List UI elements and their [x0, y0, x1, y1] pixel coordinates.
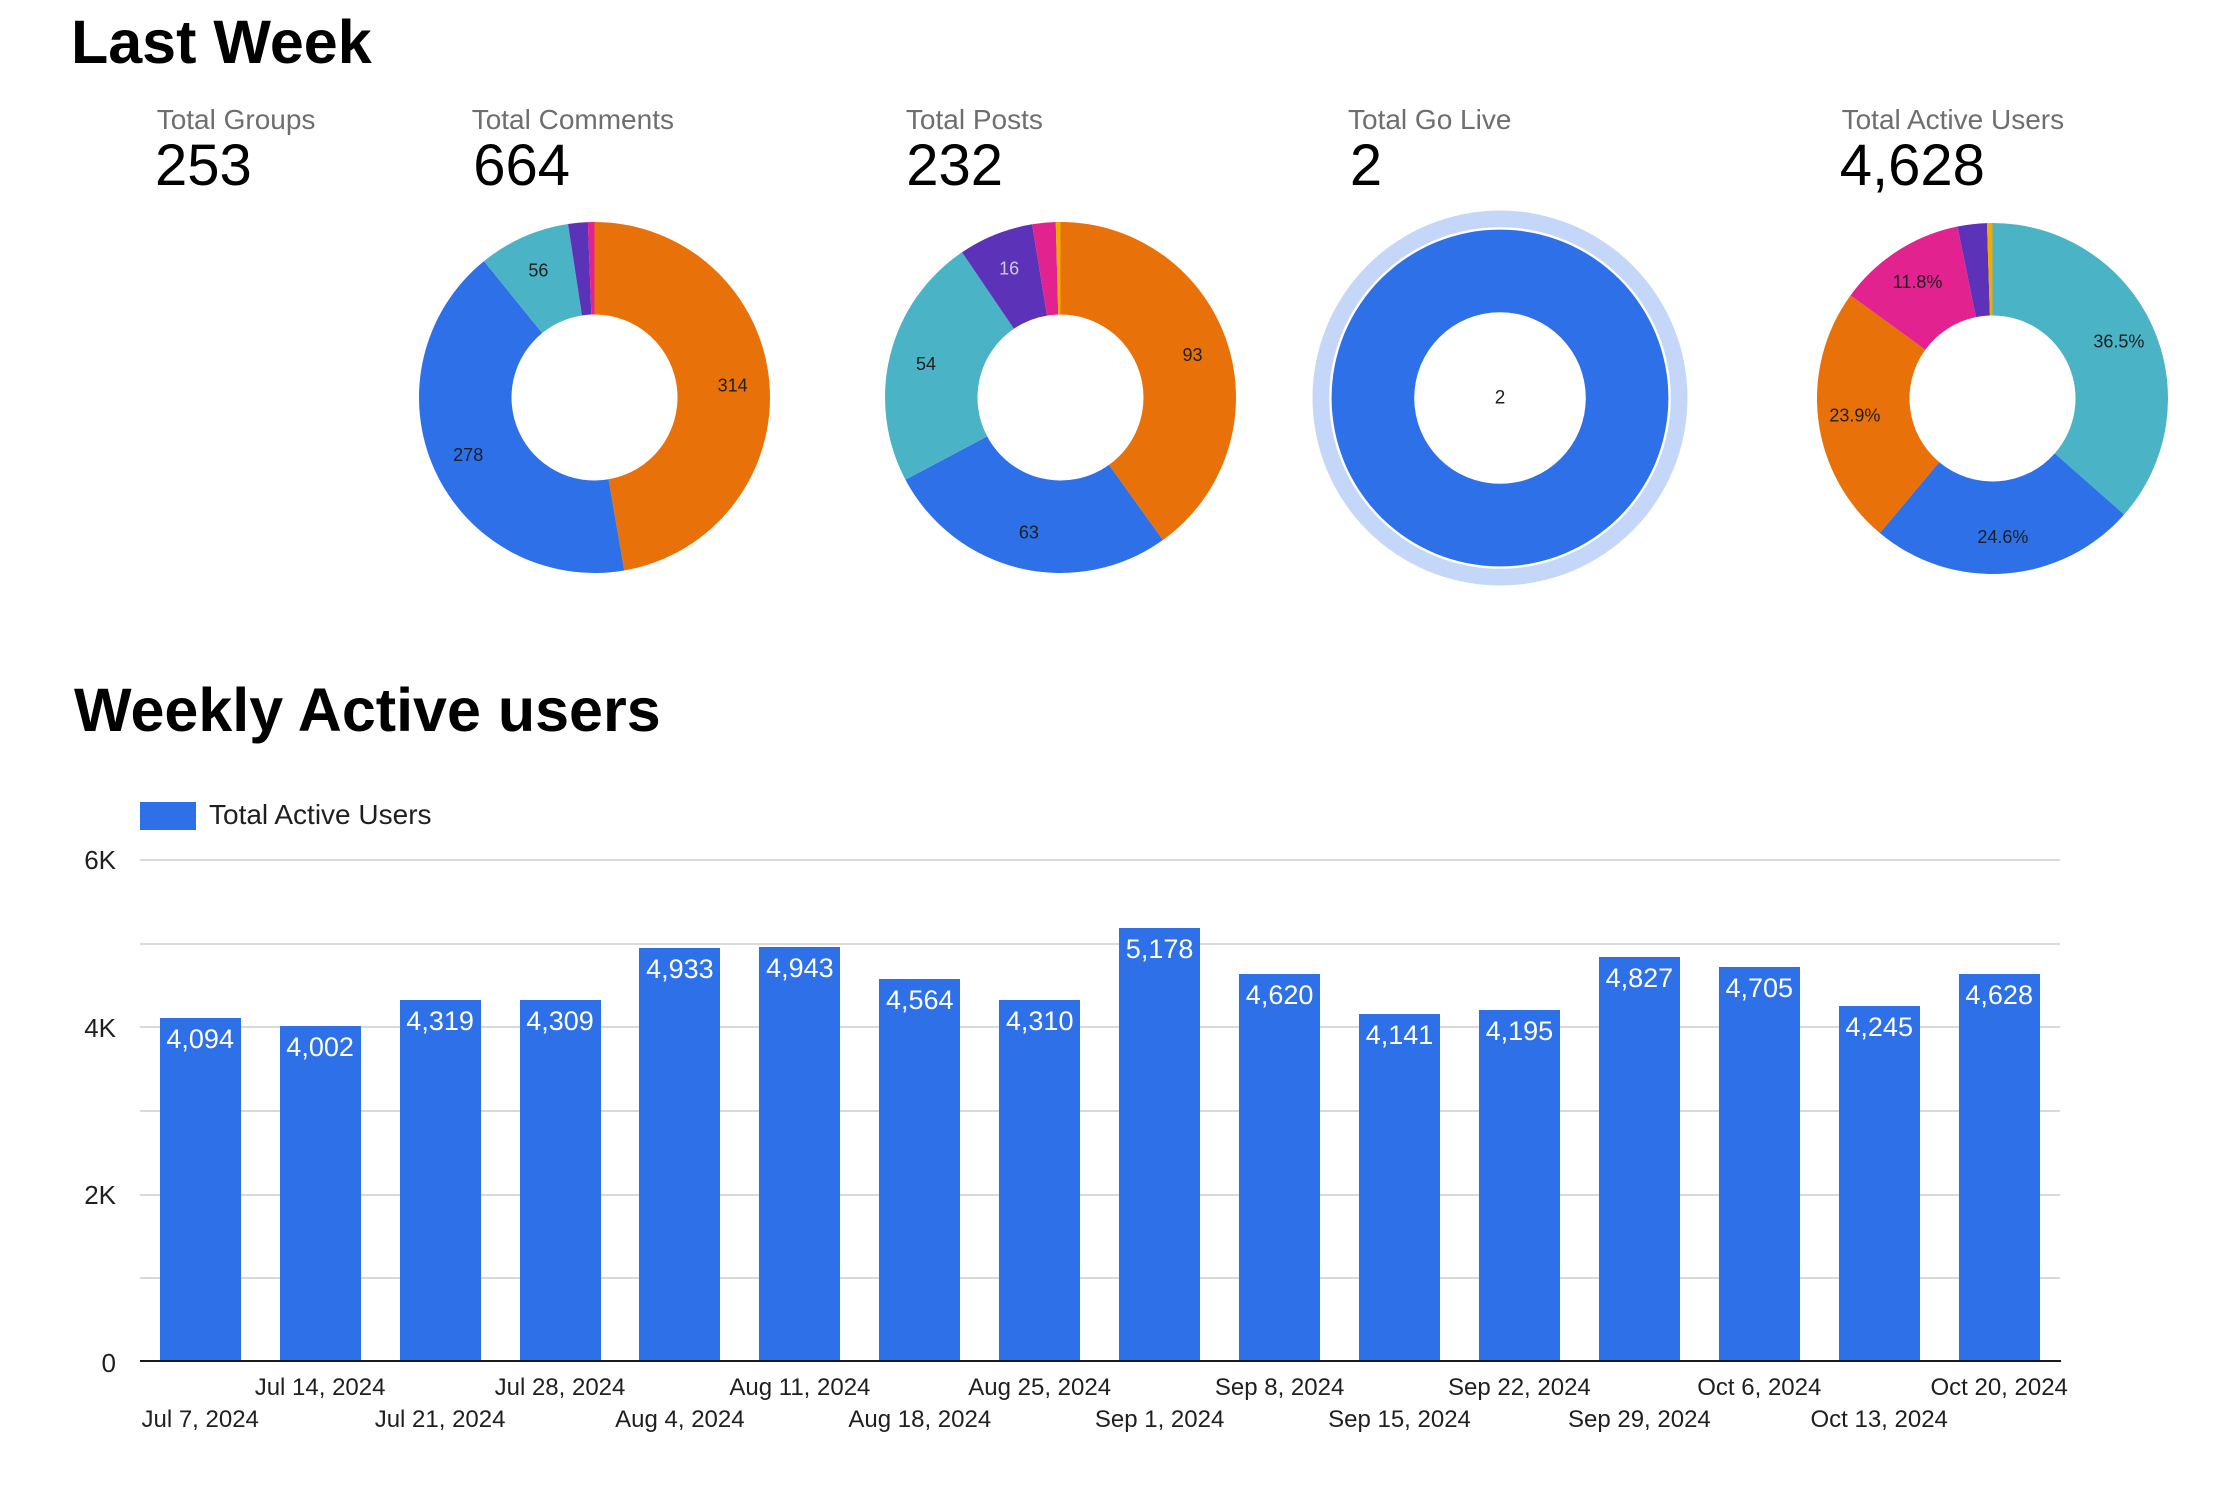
svg-text:36.5%: 36.5%	[2093, 331, 2144, 351]
svg-text:63: 63	[1019, 523, 1039, 543]
svg-text:2: 2	[1494, 387, 1505, 408]
svg-text:16: 16	[999, 259, 1019, 279]
svg-text:11.8%: 11.8%	[1892, 271, 1942, 291]
svg-text:54: 54	[916, 354, 936, 374]
svg-text:93: 93	[1182, 345, 1202, 365]
svg-text:278: 278	[453, 445, 483, 465]
svg-text:56: 56	[528, 261, 548, 281]
svg-text:24.6%: 24.6%	[1977, 526, 2028, 546]
svg-text:23.9%: 23.9%	[1829, 405, 1880, 425]
svg-text:314: 314	[717, 376, 747, 396]
